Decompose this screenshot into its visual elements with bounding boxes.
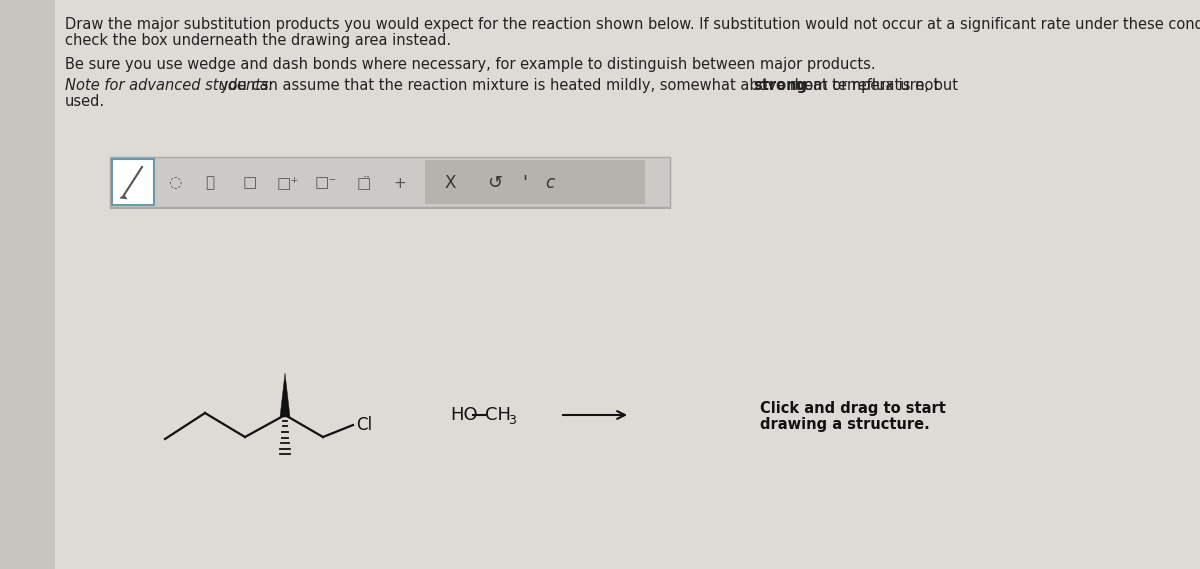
Text: used.: used. [65, 94, 106, 109]
Text: drawing a structure.: drawing a structure. [760, 417, 930, 431]
Text: CH: CH [485, 406, 511, 424]
Text: ↺: ↺ [487, 174, 503, 192]
Text: strong: strong [754, 78, 808, 93]
Bar [425, 160, 646, 204]
Text: ✋: ✋ [205, 175, 215, 191]
Text: □⁻: □⁻ [314, 175, 337, 191]
Text: Be sure you use wedge and dash bonds where necessary, for example to distinguish: Be sure you use wedge and dash bonds whe… [65, 57, 876, 72]
Text: c: c [546, 174, 554, 192]
Text: Cl: Cl [356, 416, 372, 434]
Text: X: X [444, 174, 456, 192]
Text: HO: HO [450, 406, 478, 424]
Text: Click and drag to start: Click and drag to start [760, 401, 946, 415]
Text: Draw the major substitution products you would expect for the reaction shown bel: Draw the major substitution products you… [65, 17, 1200, 32]
Text: Note for advanced students:: Note for advanced students: [65, 78, 278, 93]
Text: 3: 3 [508, 414, 516, 427]
Text: +: + [394, 175, 407, 191]
Bar [112, 159, 154, 205]
Polygon shape [280, 373, 290, 417]
Bar [110, 157, 670, 207]
Text: □⁺: □⁺ [277, 175, 299, 191]
Text: ◌: ◌ [168, 175, 181, 191]
Text: □: □ [242, 175, 257, 191]
Text: you can assume that the reaction mixture is heated mildly, somewhat above room t: you can assume that the reaction mixture… [221, 78, 964, 93]
Text: ': ' [522, 174, 528, 192]
Text: heat or reflux is not: heat or reflux is not [790, 78, 938, 93]
Text: □̈: □̈ [356, 175, 371, 191]
Polygon shape [120, 195, 127, 199]
Text: check the box underneath the drawing area instead.: check the box underneath the drawing are… [65, 33, 451, 48]
